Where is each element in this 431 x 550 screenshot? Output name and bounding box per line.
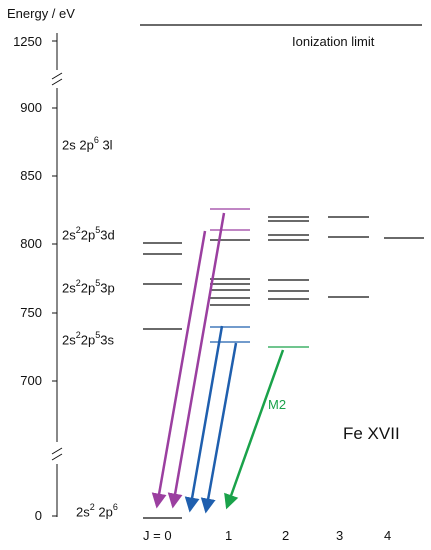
axis-break-top-1 <box>51 72 63 80</box>
j-axis-label-2: 2 <box>282 528 290 543</box>
transition-arrow-purple-2 <box>167 212 226 509</box>
tick-label-700: 700 <box>20 373 42 388</box>
transition-arrow-green-m2 <box>224 349 285 510</box>
axis-break-bottom-1 <box>51 447 63 455</box>
axis-title: Energy / eV <box>7 6 75 21</box>
transition-arrow-purple-1 <box>151 230 207 509</box>
tick-label-0: 0 <box>34 508 42 523</box>
config-label-3p: 2s22p53p <box>62 278 115 296</box>
config-label-ground: 2s2 2p6 <box>76 502 118 520</box>
tick-label-850: 850 <box>20 168 42 183</box>
j-axis-label-3: 3 <box>336 528 344 543</box>
ionization-limit-label: Ionization limit <box>292 34 375 49</box>
tick-label-900: 900 <box>20 100 42 115</box>
transition-arrow-blue-1 <box>184 325 224 513</box>
j-axis-label-0: J = 0 <box>143 528 172 543</box>
axis-break-top-2 <box>51 78 63 86</box>
tick-label-1250: 1250 <box>13 34 42 49</box>
axis-break-bottom-2 <box>51 453 63 461</box>
tick-label-800: 800 <box>20 236 42 251</box>
j-axis-label-4: 4 <box>384 528 392 543</box>
transition-arrow-blue-2 <box>200 342 238 514</box>
config-label-3d: 2s22p53d <box>62 225 115 243</box>
config-label-3l: 2s 2p6 3l <box>62 135 113 153</box>
tick-label-750: 750 <box>20 305 42 320</box>
config-label-3s: 2s22p53s <box>62 330 114 348</box>
m2-transition-label: M2 <box>268 397 287 412</box>
ion-label: Fe XVII <box>343 424 400 443</box>
j-axis-label-1: 1 <box>225 528 233 543</box>
